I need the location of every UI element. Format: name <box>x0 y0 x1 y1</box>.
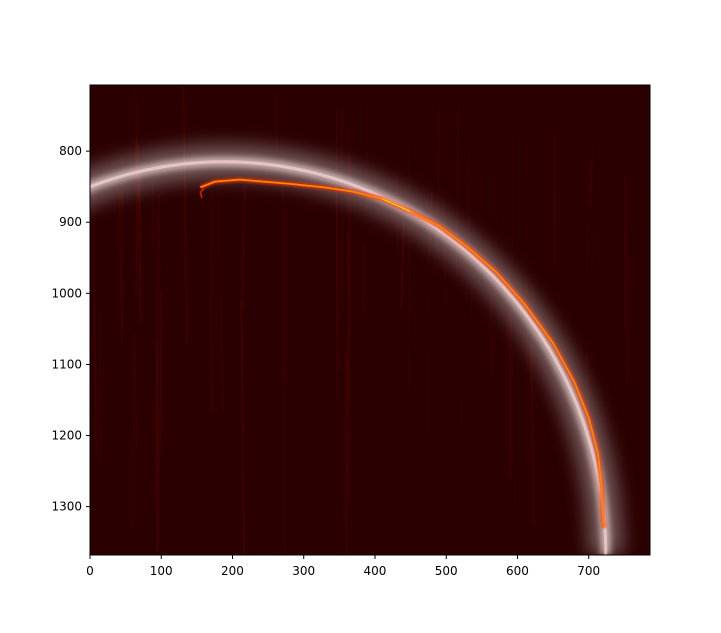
hook-trace <box>199 188 205 199</box>
texture-streak <box>216 168 220 415</box>
texture-streak <box>407 342 410 388</box>
texture-streak <box>530 342 535 525</box>
texture-streak <box>585 182 588 287</box>
y-tick-label: 1300 <box>51 500 82 514</box>
y-tick-label: 1200 <box>51 429 82 443</box>
texture-streak <box>408 145 411 339</box>
texture-streak <box>626 256 630 384</box>
texture-streak <box>137 184 141 246</box>
texture-streak <box>118 189 123 351</box>
y-tick-label: 1000 <box>51 286 82 300</box>
bright-trace-hot <box>381 198 411 213</box>
texture-streak <box>362 243 366 314</box>
y-axis: 800 900 1000 1100 1200 1300 <box>51 144 90 514</box>
arc-core <box>90 160 608 555</box>
x-tick-label: 0 <box>86 564 94 578</box>
texture-streak <box>553 135 556 265</box>
texture-streak <box>340 208 343 318</box>
y-tick-label: 1100 <box>51 357 82 371</box>
texture-streak <box>469 284 473 328</box>
texture-streak <box>341 110 343 163</box>
texture-streak <box>512 103 515 248</box>
texture-streak <box>219 293 224 414</box>
x-tick-label: 600 <box>506 564 529 578</box>
texture-streak <box>335 191 340 372</box>
plot-area <box>90 85 650 555</box>
texture-streak <box>400 222 405 309</box>
texture-streak <box>99 306 101 459</box>
y-tick-label: 900 <box>59 215 82 229</box>
x-tick-label: 200 <box>221 564 244 578</box>
axes-frame <box>89 84 651 556</box>
texture-streak <box>345 357 348 555</box>
texture-streak <box>132 332 135 527</box>
texture-streak <box>182 85 188 345</box>
texture-streak <box>242 184 246 308</box>
texture-streak <box>347 230 350 503</box>
texture-streak <box>283 360 286 555</box>
texture-streak <box>592 114 595 260</box>
texture-streak <box>93 298 97 456</box>
texture-streak <box>626 230 628 280</box>
texture-streak <box>589 159 593 206</box>
texture-streak <box>274 92 278 149</box>
bright-trace <box>200 178 606 529</box>
x-tick-label: 400 <box>364 564 387 578</box>
x-axis: 0 100 200 300 400 500 600 700 <box>86 555 600 578</box>
texture-streak <box>157 290 162 552</box>
texture-streak <box>347 129 350 295</box>
x-tick-label: 300 <box>292 564 315 578</box>
texture-streak <box>158 194 162 450</box>
texture-streak <box>151 177 154 245</box>
texture-streak <box>209 195 213 415</box>
x-tick-label: 100 <box>150 564 173 578</box>
y-tick-label: 800 <box>59 144 82 158</box>
texture-streak <box>511 345 515 503</box>
texture-streak <box>138 171 142 324</box>
texture-streak <box>134 346 138 449</box>
x-tick-label: 500 <box>435 564 458 578</box>
texture-streak <box>155 210 159 499</box>
texture-streak <box>240 301 245 555</box>
texture-streak <box>459 330 463 431</box>
x-tick-label: 700 <box>577 564 600 578</box>
